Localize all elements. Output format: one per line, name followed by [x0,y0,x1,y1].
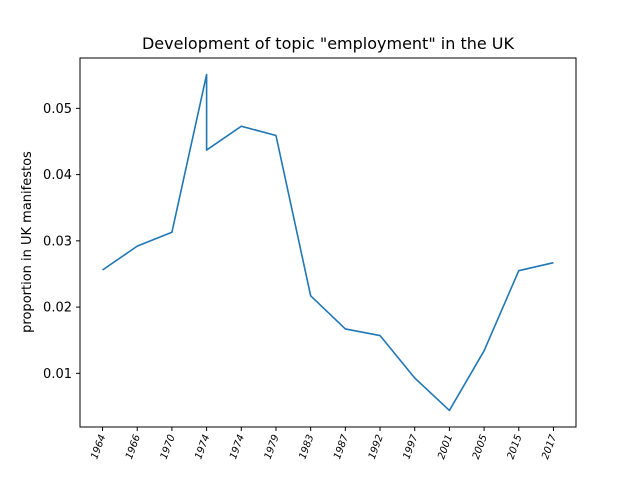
x-tick-label: 2001 [436,433,455,461]
y-tick-label: 0.02 [43,301,72,316]
y-tick-label: 0.03 [43,234,72,249]
series-line [102,73,554,412]
plot-area: 0.01 0.02 0.03 0.04 0.05 1964 1966 1970 1974 1974… [43,73,559,461]
x-tick-label: 2005 [471,433,490,461]
y-tick-label: 0.01 [43,367,72,382]
x-tick-label: 1987 [332,433,351,461]
chart-title: Development of topic "employment" in the… [142,34,515,53]
y-axis-label: proportion in UK manifestos [20,151,35,333]
x-tick-label: 1992 [367,433,386,461]
axes-frame [79,57,577,428]
x-tick-label: 2015 [506,433,525,461]
x-tick-label: 2017 [540,433,559,461]
x-tick-label: 1966 [124,433,143,461]
x-tick-label: 1970 [159,433,178,461]
x-tick-label: 1979 [263,433,282,461]
y-tick-label: 0.05 [43,102,72,117]
y-tick-label: 0.04 [43,168,72,183]
x-tick-label: 1974 [193,433,212,461]
x-tick-label: 1997 [401,433,420,461]
x-tick-label: 1974 [228,433,247,461]
x-tick-label: 1983 [297,433,316,461]
x-tick-label: 1964 [89,433,108,461]
